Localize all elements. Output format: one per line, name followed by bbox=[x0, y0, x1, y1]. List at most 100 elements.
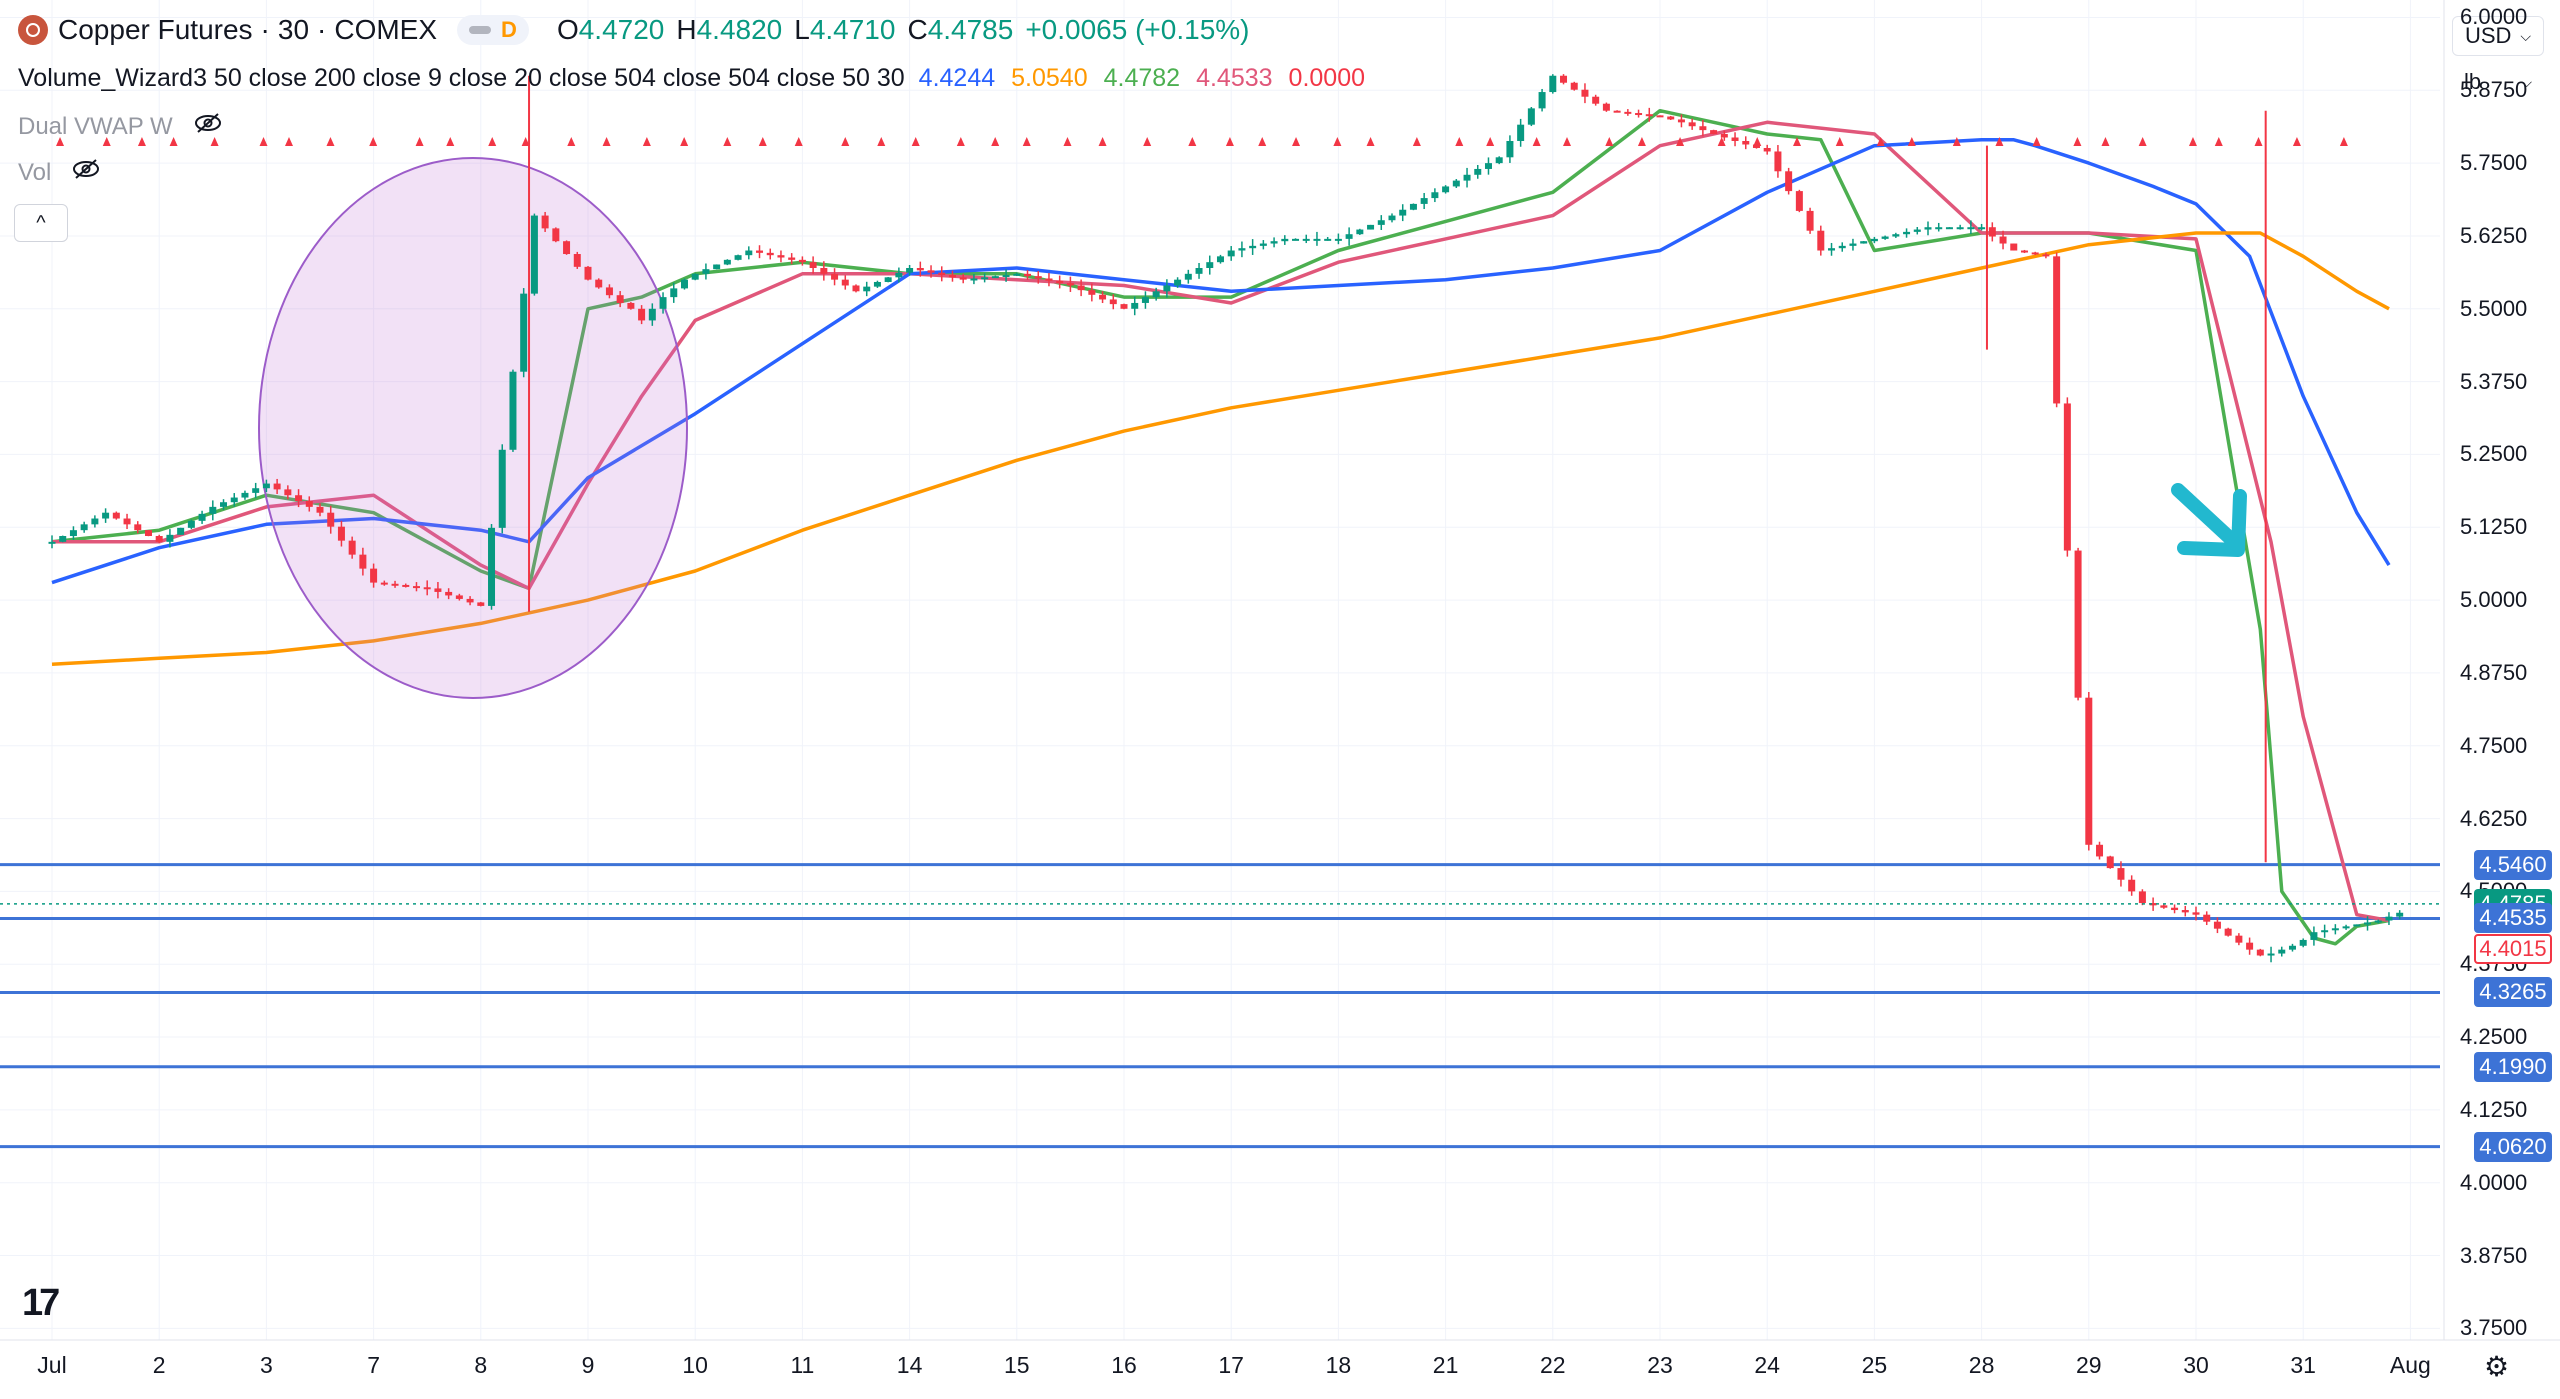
candle-body bbox=[1259, 243, 1267, 246]
volume-legend[interactable]: Vol bbox=[18, 158, 101, 187]
candle-body bbox=[2117, 868, 2125, 880]
eye-crossed-icon[interactable] bbox=[71, 158, 101, 187]
candle-body bbox=[563, 241, 571, 255]
candle-body bbox=[948, 274, 956, 278]
candle-body bbox=[1120, 304, 1128, 309]
x-tick-label: 29 bbox=[2076, 1352, 2102, 1378]
candle-body bbox=[1431, 192, 1439, 199]
candle-body bbox=[2192, 912, 2200, 915]
signal-marker bbox=[1486, 137, 1495, 146]
candle-body bbox=[380, 582, 388, 585]
x-tick-label: 16 bbox=[1111, 1352, 1137, 1378]
candle-body bbox=[1024, 273, 1032, 277]
candle-body bbox=[1302, 238, 1310, 241]
ohlc-label: O bbox=[556, 14, 579, 45]
symbol-name[interactable]: Copper Futures bbox=[58, 14, 253, 45]
signal-marker bbox=[1366, 137, 1375, 146]
candle-body bbox=[423, 587, 431, 590]
signal-marker bbox=[488, 137, 497, 146]
candle-body bbox=[155, 536, 163, 542]
signal-marker bbox=[1676, 137, 1685, 146]
ohlc-label: C bbox=[907, 14, 928, 45]
candle-body bbox=[144, 530, 152, 536]
signal-marker bbox=[2214, 137, 2223, 146]
status-dash-icon bbox=[469, 26, 492, 34]
study-legend[interactable]: Volume_Wizard3 50 close 200 close 9 clos… bbox=[18, 64, 1381, 93]
price-axis-label: 4.1990 bbox=[2474, 1051, 2552, 1082]
candle-body bbox=[1699, 126, 1707, 131]
signal-marker bbox=[956, 137, 965, 146]
candle-body bbox=[1560, 75, 1568, 83]
candle-body bbox=[359, 554, 367, 569]
collapse-legend-button[interactable]: ^ bbox=[14, 204, 68, 242]
candle-body bbox=[305, 501, 313, 507]
price-axis-label: 4.0620 bbox=[2474, 1131, 2552, 1162]
candle-body bbox=[552, 228, 560, 242]
candle-body bbox=[2031, 252, 2039, 255]
candle-body bbox=[2385, 916, 2393, 921]
x-tick-label: 2 bbox=[152, 1352, 166, 1378]
candle-body bbox=[873, 281, 881, 287]
candle-body bbox=[1324, 238, 1332, 241]
candle-body bbox=[2203, 914, 2211, 922]
candle-body bbox=[895, 272, 903, 278]
candle-body bbox=[2353, 924, 2361, 927]
candle-body bbox=[1345, 234, 1353, 239]
eye-crossed-icon[interactable] bbox=[193, 112, 223, 141]
candle-body bbox=[1334, 238, 1342, 241]
signal-marker bbox=[2101, 137, 2110, 146]
signal-marker bbox=[758, 137, 767, 146]
ma-long-line[interactable] bbox=[51, 231, 2390, 666]
candle-body bbox=[2213, 921, 2221, 929]
candle-body bbox=[841, 279, 849, 286]
tradingview-logo-icon[interactable]: 17 bbox=[22, 1282, 60, 1324]
chevron-down-icon: ⌵ bbox=[2521, 73, 2532, 90]
candle-body bbox=[766, 252, 774, 256]
y-tick-label: 5.0000 bbox=[2460, 587, 2528, 613]
symbol-legend: Copper Futures · 30 · COMEX D O4.4720 H4.… bbox=[18, 14, 1250, 46]
candle-body bbox=[1409, 203, 1417, 210]
candle-body bbox=[2342, 926, 2350, 929]
study-value: 4.4533 bbox=[1196, 64, 1273, 92]
candle-body bbox=[1774, 151, 1782, 172]
candle-body bbox=[230, 497, 238, 503]
unit-select[interactable]: lb ⌵ bbox=[2452, 62, 2544, 102]
signal-marker bbox=[1995, 137, 2004, 146]
price-axis-label: 4.4535 bbox=[2474, 903, 2552, 934]
signal-marker bbox=[2073, 137, 2082, 146]
signal-marker bbox=[415, 137, 424, 146]
candle-body bbox=[2149, 903, 2157, 906]
candle-body bbox=[1216, 256, 1224, 263]
candle-body bbox=[1892, 234, 1900, 237]
signal-marker bbox=[169, 137, 178, 146]
signal-marker bbox=[794, 137, 803, 146]
study-name[interactable]: Volume_Wizard3 50 close 200 close 9 clos… bbox=[18, 64, 905, 92]
candle-body bbox=[1195, 268, 1203, 274]
signal-marker bbox=[210, 137, 219, 146]
candle-body bbox=[2085, 697, 2093, 845]
candle-body bbox=[938, 272, 946, 275]
candle-body bbox=[198, 513, 206, 521]
signal-marker bbox=[259, 137, 268, 146]
candle-body bbox=[1624, 111, 1632, 114]
signal-marker bbox=[1793, 137, 1802, 146]
candle-body bbox=[316, 506, 324, 513]
candle-body bbox=[1945, 227, 1953, 230]
gear-icon[interactable]: ⚙ bbox=[2484, 1351, 2510, 1382]
ma-slow-line[interactable] bbox=[51, 138, 2391, 585]
study-value: 4.4782 bbox=[1103, 64, 1181, 92]
interval[interactable]: 30 bbox=[277, 14, 310, 45]
signal-marker bbox=[642, 137, 651, 146]
candle-body bbox=[2181, 910, 2189, 913]
data-status-pill[interactable]: D bbox=[457, 15, 529, 45]
vwap-legend[interactable]: Dual VWAP W bbox=[18, 112, 223, 141]
candle-body bbox=[2063, 403, 2071, 551]
candle-body bbox=[1838, 245, 1846, 249]
candle-body bbox=[488, 527, 496, 606]
signal-marker bbox=[137, 137, 146, 146]
candle-body bbox=[284, 489, 292, 496]
signal-marker bbox=[1605, 137, 1614, 146]
currency-select[interactable]: USD ⌵ bbox=[2452, 16, 2544, 56]
candle-body bbox=[2020, 250, 2028, 253]
